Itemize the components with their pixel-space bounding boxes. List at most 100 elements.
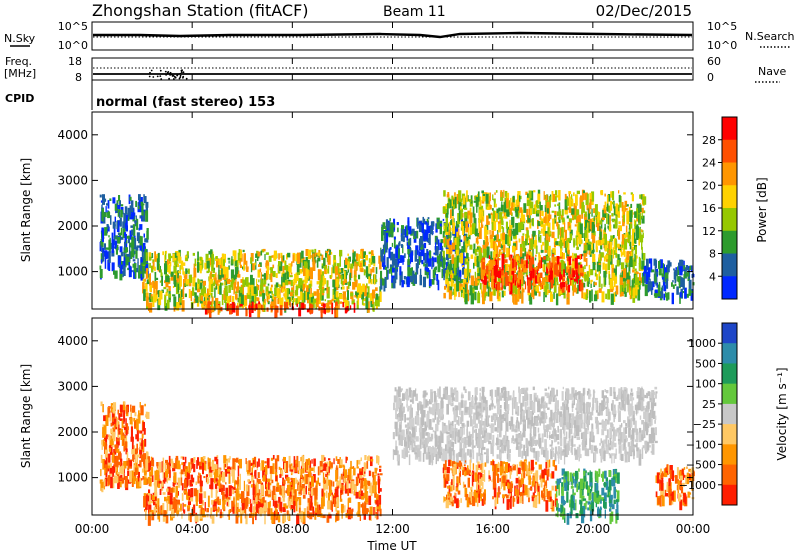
echo-cell (455, 222, 459, 228)
echo-cell (376, 505, 380, 512)
echo-cell (388, 227, 391, 238)
echo-cell (584, 230, 588, 238)
echo-cell (626, 238, 629, 243)
echo-cell (209, 278, 214, 285)
echo-cell (190, 497, 194, 502)
echo-cell (306, 506, 309, 518)
echo-cell (182, 456, 185, 460)
echo-cell (250, 274, 253, 287)
echo-cell (383, 243, 385, 255)
echo-cell (391, 269, 393, 277)
echo-cell (465, 278, 468, 284)
echo-cell (625, 232, 629, 238)
echo-cell (418, 251, 421, 257)
echo-cell (529, 255, 531, 263)
echo-cell (563, 269, 565, 277)
echo-cell (326, 287, 329, 294)
echo-cell (194, 514, 198, 522)
echo-cell (118, 206, 121, 218)
echo-cell (683, 273, 685, 279)
colorbar-tick-label: 16 (702, 202, 716, 215)
echo-cell (622, 205, 626, 217)
echo-cell (425, 264, 428, 267)
echo-cell (367, 508, 369, 512)
echo-cell (262, 496, 265, 507)
echo-cell (448, 271, 452, 275)
echo-cell (367, 286, 370, 296)
echo-cell (535, 285, 539, 292)
echo-cell (219, 269, 222, 275)
echo-cell (427, 237, 430, 243)
echo-cell (573, 238, 575, 248)
echo-cell (423, 242, 427, 249)
echo-cell (276, 288, 280, 299)
echo-cell (374, 474, 376, 482)
echo-cell (134, 454, 136, 459)
echo-cell (393, 218, 396, 231)
echo-cell (632, 259, 635, 269)
echo-cell (305, 485, 307, 495)
echo-cell (615, 253, 618, 258)
echo-cell (137, 464, 140, 467)
echo-cell (261, 305, 264, 312)
echo-cell (678, 276, 681, 286)
echo-cell (545, 233, 549, 241)
echo-cell (280, 470, 284, 477)
echo-cell (124, 434, 128, 444)
echo-cell (565, 283, 568, 291)
echo-cell (523, 268, 527, 273)
echo-cell (299, 478, 301, 490)
echo-cell (135, 215, 137, 220)
echo-cell (302, 463, 306, 473)
echo-cell (586, 289, 588, 297)
echo-cell (650, 263, 653, 273)
echo-cell (149, 494, 151, 505)
echo-cell (328, 458, 331, 461)
echo-cell (446, 277, 449, 284)
echo-cell (485, 273, 487, 278)
echo-cell (322, 480, 326, 491)
echo-cell (144, 248, 148, 260)
echo-cell (150, 467, 154, 476)
echo-cell (124, 476, 128, 488)
echo-cell (108, 434, 111, 441)
echo-cell (548, 196, 551, 203)
echo-cell (578, 234, 582, 245)
echo-cell (567, 275, 569, 285)
echo-cell (125, 262, 127, 268)
echo-cell (312, 253, 315, 265)
echo-cell (238, 458, 242, 469)
echo-cell (525, 233, 527, 242)
echo-cell (331, 267, 333, 278)
echo-cell (302, 468, 305, 474)
echo-cell (440, 251, 442, 259)
echo-cell (268, 480, 270, 490)
echo-cell (389, 247, 392, 250)
echo-cell (212, 282, 215, 286)
echo-cell (234, 281, 237, 289)
echo-cell (622, 242, 624, 248)
colorbar-tick-label: 28 (702, 134, 716, 147)
echo-cell (119, 462, 122, 474)
echo-cell (361, 291, 365, 300)
echo-cell (130, 225, 133, 228)
echo-cell (517, 272, 520, 284)
echo-cell (533, 268, 535, 279)
echo-cell (303, 261, 308, 269)
echo-cell (498, 223, 502, 233)
echo-cell (147, 476, 151, 484)
echo-cell (143, 496, 147, 508)
echo-cell (145, 268, 148, 279)
nsky-tick-low: 10^0 (58, 39, 88, 52)
echo-cell (284, 301, 286, 311)
echo-cell (517, 285, 521, 294)
echo-cell (104, 479, 106, 486)
echo-cell (209, 472, 213, 478)
echo-cell (165, 251, 167, 260)
echo-cell (493, 210, 497, 214)
nave-point (148, 75, 151, 78)
echo-cell (569, 196, 572, 208)
echo-cell (642, 253, 646, 261)
echo-cell (317, 257, 321, 262)
echo-cell (213, 463, 216, 475)
